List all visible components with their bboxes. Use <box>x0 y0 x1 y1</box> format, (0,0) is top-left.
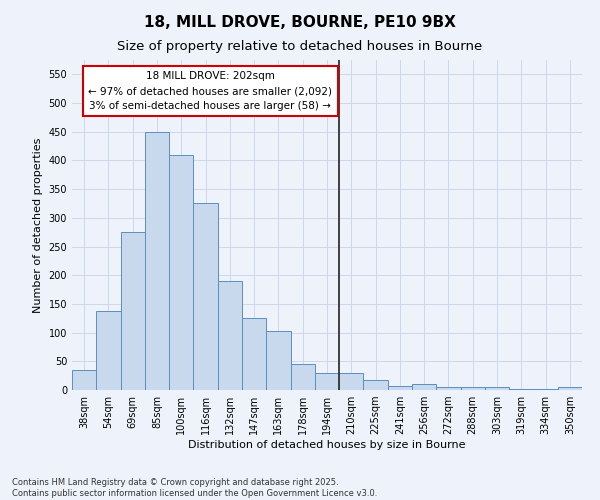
Bar <box>315 373 339 390</box>
Bar <box>169 154 193 390</box>
Text: 18 MILL DROVE: 202sqm
← 97% of detached houses are smaller (2,092)
3% of semi-de: 18 MILL DROVE: 202sqm ← 97% of detached … <box>88 72 332 111</box>
Bar <box>96 312 121 390</box>
Bar <box>436 387 461 390</box>
Text: Size of property relative to detached houses in Bourne: Size of property relative to detached ho… <box>118 40 482 53</box>
Bar <box>145 132 169 390</box>
Bar <box>290 364 315 390</box>
Bar <box>412 384 436 390</box>
Bar <box>121 232 145 390</box>
Text: Contains HM Land Registry data © Crown copyright and database right 2025.
Contai: Contains HM Land Registry data © Crown c… <box>12 478 377 498</box>
Bar <box>193 204 218 390</box>
Bar <box>364 380 388 390</box>
Bar <box>266 331 290 390</box>
Bar <box>339 373 364 390</box>
Bar <box>72 370 96 390</box>
Bar <box>485 387 509 390</box>
Bar <box>388 386 412 390</box>
Y-axis label: Number of detached properties: Number of detached properties <box>33 138 43 312</box>
Bar <box>509 389 533 390</box>
Bar <box>558 386 582 390</box>
Bar <box>218 281 242 390</box>
X-axis label: Distribution of detached houses by size in Bourne: Distribution of detached houses by size … <box>188 440 466 450</box>
Text: 18, MILL DROVE, BOURNE, PE10 9BX: 18, MILL DROVE, BOURNE, PE10 9BX <box>144 15 456 30</box>
Bar <box>242 318 266 390</box>
Bar <box>461 386 485 390</box>
